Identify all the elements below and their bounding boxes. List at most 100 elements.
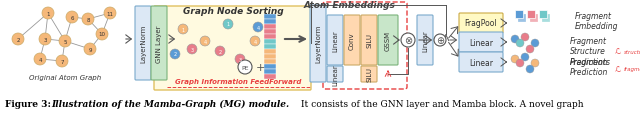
- Text: FragPool: FragPool: [465, 19, 497, 28]
- Circle shape: [12, 34, 24, 46]
- Text: 3: 3: [239, 57, 241, 62]
- Text: 4: 4: [38, 57, 42, 62]
- FancyBboxPatch shape: [264, 30, 276, 35]
- Circle shape: [526, 65, 534, 73]
- Text: 3: 3: [44, 37, 47, 42]
- Text: Fragment
Structure
Prediction: Fragment Structure Prediction: [570, 37, 609, 66]
- Circle shape: [516, 59, 524, 67]
- Text: Original Atom Graph: Original Atom Graph: [29, 74, 101, 80]
- FancyBboxPatch shape: [515, 11, 523, 19]
- Text: PE: PE: [241, 65, 249, 70]
- FancyBboxPatch shape: [459, 53, 503, 72]
- Text: 1: 1: [227, 22, 230, 27]
- FancyBboxPatch shape: [327, 16, 343, 65]
- FancyBboxPatch shape: [264, 69, 276, 74]
- Text: Atom Embeddings: Atom Embeddings: [304, 0, 396, 9]
- Text: Fragments
Prediction: Fragments Prediction: [570, 58, 611, 77]
- Text: Illustration of the Mamba-Graph (MG) module.: Illustration of the Mamba-Graph (MG) mod…: [51, 99, 289, 108]
- Text: 1: 1: [46, 11, 50, 16]
- Circle shape: [511, 36, 519, 44]
- FancyBboxPatch shape: [264, 50, 276, 54]
- Text: ⊗: ⊗: [404, 36, 412, 46]
- FancyBboxPatch shape: [264, 59, 276, 64]
- Circle shape: [238, 60, 252, 74]
- Text: 9: 9: [88, 47, 92, 52]
- Text: GNN Layer: GNN Layer: [156, 25, 162, 62]
- Text: 7: 7: [60, 59, 64, 64]
- Text: 11: 11: [106, 11, 113, 16]
- Circle shape: [178, 25, 188, 35]
- Text: 4: 4: [204, 39, 207, 44]
- FancyBboxPatch shape: [417, 16, 433, 65]
- Circle shape: [521, 54, 529, 61]
- Text: It consists of the GNN layer and Mamba block. A novel graph: It consists of the GNN layer and Mamba b…: [298, 99, 584, 108]
- FancyBboxPatch shape: [542, 15, 550, 23]
- Circle shape: [42, 8, 54, 20]
- FancyBboxPatch shape: [361, 66, 377, 82]
- Text: 1: 1: [181, 27, 184, 32]
- Text: 6: 6: [70, 15, 74, 20]
- Circle shape: [531, 59, 539, 67]
- Text: ⊕: ⊕: [436, 36, 444, 46]
- Circle shape: [434, 35, 446, 47]
- FancyBboxPatch shape: [344, 16, 360, 65]
- Circle shape: [200, 37, 210, 47]
- Text: Linear: Linear: [469, 38, 493, 47]
- FancyBboxPatch shape: [264, 35, 276, 40]
- Text: ℒ: ℒ: [615, 65, 621, 74]
- FancyBboxPatch shape: [264, 54, 276, 59]
- Circle shape: [401, 34, 415, 48]
- Circle shape: [187, 45, 197, 54]
- Text: Fragment
Embedding: Fragment Embedding: [575, 12, 618, 31]
- Text: LayerNorm: LayerNorm: [140, 25, 146, 63]
- Text: 5: 5: [63, 39, 67, 44]
- Circle shape: [34, 54, 46, 65]
- FancyBboxPatch shape: [459, 33, 503, 53]
- Circle shape: [56, 55, 68, 67]
- Circle shape: [96, 29, 108, 41]
- Text: 8: 8: [86, 17, 90, 22]
- FancyBboxPatch shape: [327, 66, 343, 82]
- Circle shape: [66, 12, 78, 24]
- FancyBboxPatch shape: [264, 20, 276, 25]
- Circle shape: [223, 20, 233, 30]
- FancyBboxPatch shape: [264, 45, 276, 50]
- Circle shape: [526, 46, 534, 54]
- Circle shape: [39, 34, 51, 46]
- Text: 2: 2: [173, 52, 177, 57]
- FancyBboxPatch shape: [518, 15, 526, 23]
- FancyBboxPatch shape: [264, 15, 276, 20]
- Text: Linear: Linear: [422, 30, 428, 51]
- FancyBboxPatch shape: [264, 64, 276, 69]
- FancyBboxPatch shape: [361, 16, 377, 65]
- FancyBboxPatch shape: [539, 11, 547, 19]
- FancyBboxPatch shape: [530, 15, 538, 23]
- Text: 10: 10: [99, 32, 106, 37]
- Text: +: +: [255, 62, 265, 72]
- Circle shape: [84, 44, 96, 55]
- FancyBboxPatch shape: [135, 7, 151, 80]
- Text: structure: structure: [624, 49, 640, 54]
- Text: 2: 2: [218, 49, 221, 54]
- Circle shape: [59, 36, 71, 48]
- Text: 2: 2: [16, 37, 20, 42]
- Circle shape: [511, 55, 519, 63]
- Text: 4: 4: [257, 25, 260, 30]
- Text: Figure 3:: Figure 3:: [5, 99, 54, 108]
- Text: SiLU: SiLU: [366, 33, 372, 48]
- Text: 4: 4: [253, 39, 257, 44]
- Circle shape: [250, 37, 260, 47]
- Text: Conv: Conv: [349, 32, 355, 49]
- Text: Graph Node Sorting: Graph Node Sorting: [182, 6, 284, 15]
- Text: Linear: Linear: [332, 64, 338, 85]
- Text: Linear: Linear: [332, 30, 338, 51]
- Circle shape: [170, 50, 180, 59]
- FancyBboxPatch shape: [264, 40, 276, 45]
- Text: LayerNorm: LayerNorm: [315, 25, 321, 63]
- Circle shape: [516, 40, 524, 48]
- Text: 3: 3: [191, 47, 193, 52]
- FancyBboxPatch shape: [310, 6, 326, 82]
- Circle shape: [235, 54, 245, 64]
- FancyBboxPatch shape: [154, 7, 311, 90]
- FancyBboxPatch shape: [527, 11, 535, 19]
